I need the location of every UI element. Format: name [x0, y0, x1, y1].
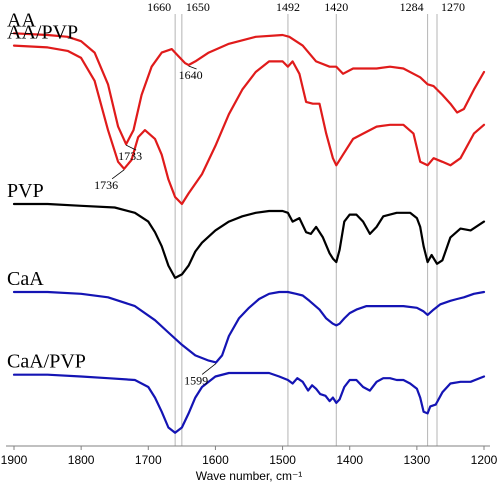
- series-line-pvp: [12, 202, 486, 279]
- series-label-pvp: PVP: [7, 180, 44, 202]
- annotation-leader-1599: [201, 363, 217, 375]
- x-tick-label-1400: 1400: [336, 453, 363, 467]
- reference-label-1650: 1650: [186, 0, 210, 14]
- series-line-caa: [12, 290, 486, 364]
- series-line-caa-pvp: [12, 371, 486, 434]
- series-label-caa-pvp: CaA/PVP: [7, 351, 86, 373]
- annotation-1733: 1733: [118, 149, 142, 163]
- reference-label-1492: 1492: [276, 0, 300, 14]
- x-tick-label-1800: 1800: [68, 453, 95, 467]
- annotation-1736: 1736: [94, 178, 118, 192]
- annotation-leader-1640: [188, 65, 197, 70]
- series-label-aa-pvp: AA/PVP: [7, 22, 78, 44]
- x-tick-label-1700: 1700: [135, 453, 162, 467]
- annotation-1599: 1599: [184, 373, 208, 387]
- x-axis: 1900 1800 1700 1600 1500 1400 1300 1200: [1, 445, 498, 467]
- peak-annotations: 1733 1640 1736 1599: [94, 65, 217, 387]
- reference-lines: 1660 1650 1492 1420 1284 1270: [147, 0, 465, 446]
- reference-label-1420: 1420: [324, 0, 348, 14]
- series-line-aa-pvp: [12, 44, 486, 206]
- x-tick-label-1300: 1300: [404, 453, 431, 467]
- annotation-1640: 1640: [179, 68, 203, 82]
- reference-label-1270: 1270: [441, 0, 465, 14]
- x-axis-title: Wave number, cm⁻¹: [196, 469, 303, 483]
- series-label-caa: CaA: [7, 268, 44, 290]
- reference-label-1660: 1660: [147, 0, 171, 14]
- x-tick-label-1500: 1500: [269, 453, 296, 467]
- x-tick-label-1600: 1600: [202, 453, 229, 467]
- series-label-aa: AA: [7, 9, 36, 31]
- annotation-leader-1736: [111, 169, 125, 180]
- annotation-leader-1733: [125, 144, 137, 151]
- series-line-aa: [12, 32, 486, 146]
- x-tick-label-1900: 1900: [1, 453, 28, 467]
- reference-label-1284: 1284: [400, 0, 424, 14]
- x-tick-label-1200: 1200: [471, 453, 498, 467]
